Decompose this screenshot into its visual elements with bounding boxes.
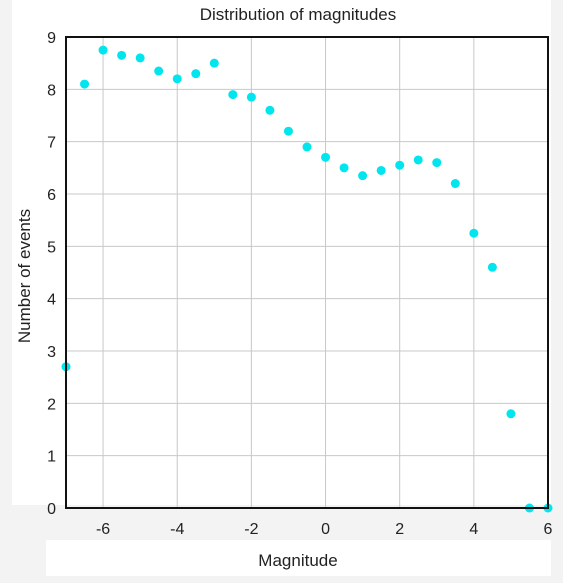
data-point-3	[117, 51, 126, 60]
y-tick-label-9: 9	[47, 30, 56, 47]
data-point-24	[506, 409, 515, 418]
y-tick-label-1: 1	[47, 449, 56, 466]
data-point-10	[247, 93, 256, 102]
data-point-11	[265, 106, 274, 115]
y-tick-label-3: 3	[47, 344, 56, 361]
x-tick-label-2: -2	[244, 521, 258, 538]
x-tick-label-6: 6	[544, 521, 553, 538]
grid	[66, 37, 548, 508]
data-point-19	[414, 155, 423, 164]
y-axis-title: Number of events	[15, 209, 34, 343]
data-point-6	[173, 74, 182, 83]
data-point-5	[154, 67, 163, 76]
data-point-16	[358, 171, 367, 180]
y-tick-label-6: 6	[47, 187, 56, 204]
y-tick-label-0: 0	[47, 501, 56, 518]
data-point-1	[80, 80, 89, 89]
y-tick-label-2: 2	[47, 396, 56, 413]
y-tick-label-7: 7	[47, 135, 56, 152]
data-point-2	[99, 46, 108, 55]
x-tick-label-1: -4	[170, 521, 184, 538]
data-point-15	[340, 163, 349, 172]
y-tick-label-4: 4	[47, 292, 56, 309]
data-point-12	[284, 127, 293, 136]
data-points	[62, 46, 553, 513]
data-point-8	[210, 59, 219, 68]
x-tick-label-3: 0	[321, 521, 330, 538]
x-axis-title: Magnitude	[258, 551, 337, 570]
data-point-13	[303, 142, 312, 151]
y-tick-label-8: 8	[47, 82, 56, 99]
data-point-20	[432, 158, 441, 167]
chart-title: Distribution of magnitudes	[200, 5, 397, 24]
x-tick-label-4: 2	[395, 521, 404, 538]
data-point-18	[395, 161, 404, 170]
data-point-21	[451, 179, 460, 188]
data-point-23	[488, 263, 497, 272]
data-point-7	[191, 69, 200, 78]
data-point-4	[136, 53, 145, 62]
plot-border	[66, 37, 548, 508]
data-point-9	[228, 90, 237, 99]
x-tick-label-5: 4	[469, 521, 478, 538]
data-point-14	[321, 153, 330, 162]
y-tick-label-5: 5	[47, 239, 56, 256]
y-tick-labels: 0 1 2 3 4 5 6 7 8 9	[47, 30, 56, 518]
data-point-17	[377, 166, 386, 175]
x-tick-label-0: -6	[96, 521, 110, 538]
x-tick-labels: -6 -4 -2 0 2 4 6	[96, 521, 553, 538]
data-point-22	[469, 229, 478, 238]
